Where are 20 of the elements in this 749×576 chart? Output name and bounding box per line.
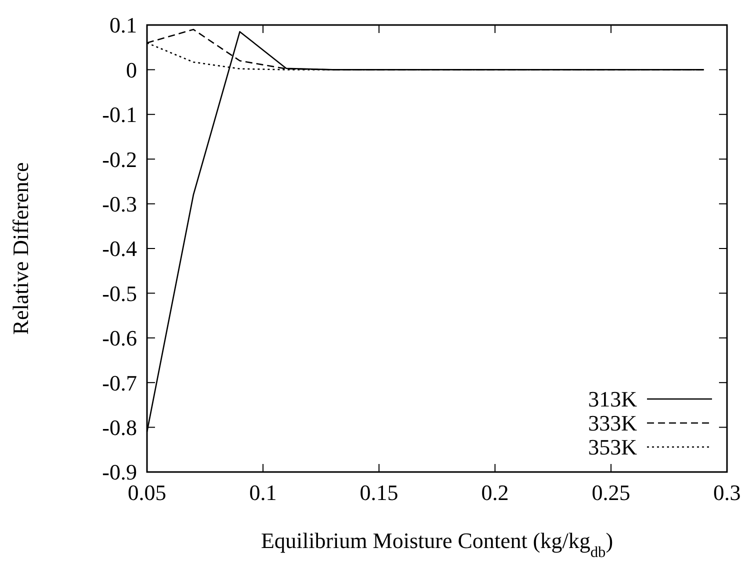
legend-label: 313K	[588, 386, 638, 412]
x-axis-title: Equilibrium Moisture Content (kg/kg$_{db}$)	[260, 528, 614, 560]
legend-label: 353K	[588, 434, 638, 460]
y-tick-label: -0.5	[102, 280, 137, 306]
y-tick-label: -0.8	[102, 415, 137, 440]
y-tick-label: -0.4	[102, 236, 137, 262]
legend-label: 333K	[588, 410, 638, 436]
y-tick-label: 0.1	[110, 12, 137, 38]
y-tick-label: -0.2	[102, 146, 137, 172]
x-tick-label: 0.3	[713, 480, 741, 505]
y-tick-label: -0.3	[102, 192, 137, 216]
y-tick-label: -0.6	[102, 326, 137, 351]
y-tick-label: -0.7	[102, 370, 137, 396]
x-tick-label: 0.25	[592, 480, 630, 505]
y-tick-label: -0.1	[102, 102, 137, 128]
x-tick-label: 0.2	[481, 480, 509, 505]
x-tick-label: 0.15	[360, 480, 398, 505]
y-tick-label: 0	[126, 57, 137, 82]
y-axis-title: Relative Difference	[8, 162, 33, 335]
x-tick-label: 0.1	[249, 480, 277, 505]
